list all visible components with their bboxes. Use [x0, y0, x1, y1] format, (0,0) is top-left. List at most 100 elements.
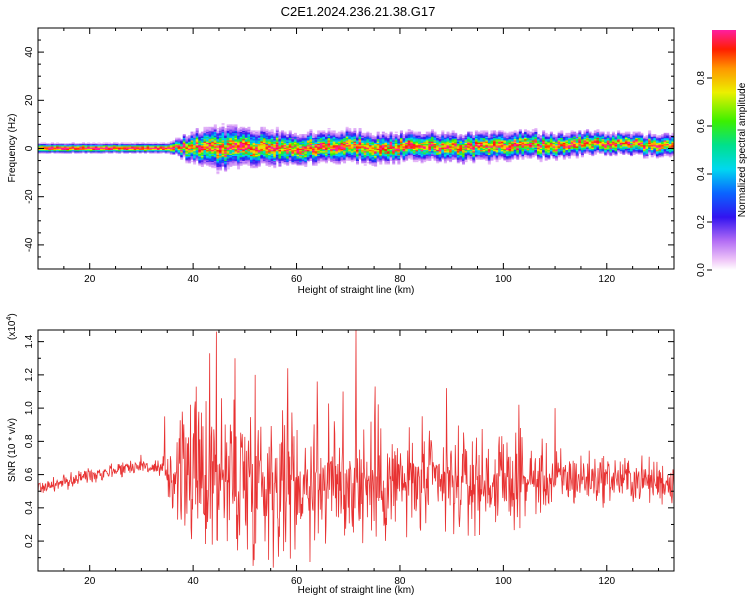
heatmap-cell — [376, 158, 380, 160]
heatmap-cell — [353, 156, 357, 159]
heatmap-cell — [193, 149, 197, 152]
heatmap-cell — [319, 141, 323, 143]
heatmap-cell — [606, 148, 610, 151]
heatmap-cell — [322, 138, 326, 141]
heatmap-cell — [593, 150, 597, 153]
heatmap-cell — [485, 140, 489, 142]
heatmap-cell — [293, 156, 297, 159]
heatmap-cell — [534, 152, 538, 154]
heatmap-cell — [208, 162, 212, 165]
heatmap-cell — [195, 141, 199, 143]
heatmap-cell — [399, 135, 403, 137]
heatmap-cell — [296, 136, 300, 139]
heatmap-cell — [648, 135, 652, 137]
heatmap-cell — [319, 143, 323, 146]
heatmap-cell — [198, 138, 202, 141]
heatmap-cell — [218, 165, 222, 167]
heatmap-cell — [560, 150, 564, 153]
heatmap-cell — [469, 152, 473, 154]
heatmap-cell — [247, 154, 251, 157]
heatmap-cell — [275, 142, 279, 145]
heatmap-cell — [283, 137, 287, 140]
heatmap-cell — [250, 146, 253, 148]
heatmap-cell — [291, 158, 295, 160]
heatmap-cell — [487, 161, 491, 164]
heatmap-cell — [281, 153, 285, 155]
heatmap-cell — [319, 147, 323, 149]
heatmap-cell — [283, 159, 287, 161]
heatmap-cell — [363, 140, 367, 142]
heatmap-cell — [467, 155, 471, 158]
heatmap-cell — [415, 150, 419, 153]
heatmap-cell — [374, 138, 378, 141]
heatmap-cell — [531, 132, 535, 135]
heatmap-cell — [244, 155, 248, 158]
heatmap-cell — [436, 140, 440, 142]
heatmap-cell — [557, 131, 561, 134]
heatmap-cell — [650, 148, 654, 151]
heatmap-cell — [415, 149, 419, 152]
heatmap-cell — [340, 143, 344, 146]
heatmap-cell — [213, 129, 217, 131]
heatmap-cell — [425, 144, 429, 147]
heatmap-cell — [464, 144, 468, 147]
heatmap-cell — [498, 153, 502, 155]
heatmap-cell — [224, 138, 228, 141]
heatmap-cell — [573, 152, 577, 154]
heatmap-cell — [361, 142, 365, 145]
heatmap-cell — [138, 143, 142, 146]
heatmap-cell — [456, 142, 460, 145]
heatmap-cell — [366, 132, 370, 135]
heatmap-cell — [265, 149, 269, 152]
heatmap-cell — [405, 132, 409, 135]
heatmap-cell — [252, 155, 256, 158]
heatmap-cell — [309, 149, 313, 152]
heatmap-cell — [293, 140, 297, 142]
heatmap-cell — [539, 153, 543, 155]
heatmap-cell — [268, 159, 272, 161]
heatmap-cell — [182, 152, 186, 154]
heatmap-cell — [200, 162, 204, 165]
heatmap-cell — [374, 147, 378, 149]
heatmap-cell — [340, 135, 344, 137]
heatmap-cell — [350, 144, 354, 147]
heatmap-cell — [588, 153, 592, 155]
heatmap-cell — [335, 146, 339, 148]
heatmap-cell — [415, 147, 419, 149]
heatmap-cell — [441, 158, 445, 160]
heatmap-cell — [187, 149, 191, 152]
heatmap-cell — [141, 143, 145, 146]
heatmap-cell — [451, 134, 455, 136]
heatmap-cell — [433, 143, 437, 146]
heatmap-cell — [234, 142, 238, 145]
heatmap-cell — [255, 153, 259, 155]
heatmap-cell — [242, 152, 246, 154]
heatmap-cell — [529, 153, 533, 155]
heatmap-cell — [330, 130, 334, 133]
heatmap-cell — [350, 132, 354, 135]
heatmap-cell — [568, 156, 571, 159]
heatmap-cell — [441, 148, 445, 151]
heatmap-cell — [645, 148, 649, 151]
heatmap-cell — [531, 147, 535, 149]
heatmap-cell — [544, 144, 548, 147]
heatmap-cell — [206, 155, 210, 158]
heatmap-cell — [635, 138, 639, 141]
heatmap-cell — [239, 141, 243, 143]
heatmap-cell — [324, 148, 328, 151]
heatmap-cell — [410, 146, 414, 148]
heatmap-cell — [356, 154, 359, 157]
heatmap-cell — [441, 153, 445, 155]
heatmap-cell — [578, 136, 582, 139]
heatmap-cell — [425, 159, 429, 161]
heatmap-cell — [402, 160, 406, 163]
heatmap-cell — [381, 144, 385, 147]
heatmap-cell — [203, 137, 207, 140]
heatmap-cell — [350, 138, 354, 141]
heatmap-cell — [405, 146, 409, 148]
heatmap-cell — [397, 149, 401, 152]
heatmap-cell — [242, 149, 246, 152]
heatmap-cell — [337, 156, 341, 159]
heatmap-cell — [485, 146, 489, 148]
heatmap-cell — [622, 150, 626, 153]
